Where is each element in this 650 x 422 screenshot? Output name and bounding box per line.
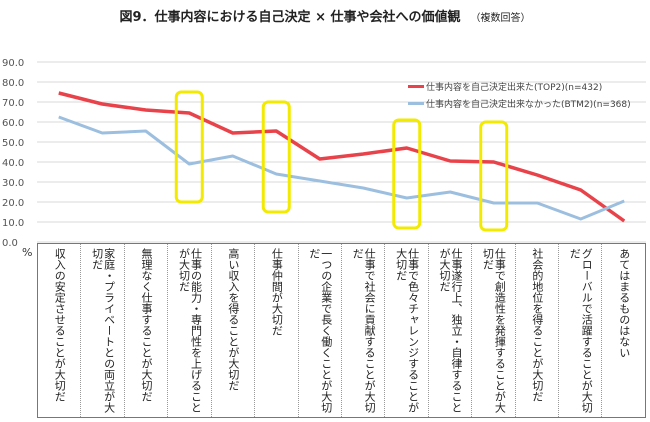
- category-cell: 仕事の能力・専門性を上げることが大切だ: [168, 244, 212, 417]
- category-label: 仕事で社会に貢献することが大切だ: [351, 248, 377, 413]
- category-cell: 無理なく仕事することが大切だ: [125, 244, 169, 417]
- category-label: 高い収入を得ることが大切だ: [226, 248, 240, 391]
- title-text: 図9．仕事内容における自己決定 × 仕事や会社への価値観: [119, 10, 461, 25]
- y-tick-label: 50.0: [2, 138, 24, 149]
- category-cell: グローバルで活躍することが大切だ: [559, 244, 603, 417]
- category-label: 仕事の能力・専門性を上げることが大切だ: [177, 248, 203, 413]
- y-tick-label: 30.0: [2, 178, 24, 189]
- legend-label: 仕事内容を自己決定出来なかった(BTM2)(n=368): [426, 100, 631, 110]
- y-tick-label: 80.0: [2, 78, 24, 89]
- category-label: グローバルで活躍することが大切だ: [568, 248, 594, 413]
- category-cell: 高い収入を得ることが大切だ: [212, 244, 256, 417]
- category-label: 仕事で創造性を発揮することが大切だ: [481, 248, 507, 413]
- unit-label: %: [22, 246, 33, 259]
- chart-title: 図9．仕事内容における自己決定 × 仕事や会社への価値観 （複数回答）: [0, 6, 650, 25]
- y-tick-label: 40.0: [2, 158, 24, 169]
- category-label: あてはまるものはない: [617, 248, 631, 358]
- category-label: 収入の安定させることが大切だ: [53, 248, 67, 402]
- category-cell: 仕事で色々チャレンジすることが大切だ: [385, 244, 429, 417]
- category-label: 一つの企業で長く働くことが大切だ: [307, 248, 333, 413]
- category-label: 仕事で色々チャレンジすることが大切だ: [394, 248, 420, 413]
- y-tick-label: 90.0: [2, 58, 24, 69]
- category-label: 仕事遂行上、独立・自律することが大切だ: [438, 248, 463, 413]
- y-tick-label: 20.0: [2, 198, 24, 209]
- category-cell: 一つの企業で長く働くことが大切だ: [299, 244, 342, 417]
- category-cell: 仕事遂行上、独立・自律することが大切だ: [429, 244, 473, 417]
- highlight-box: [479, 120, 509, 232]
- highlight-box: [174, 90, 204, 204]
- highlight-box: [392, 118, 422, 230]
- category-cell: 社会的地位を得ることが大切だ: [516, 244, 560, 417]
- legend-item-btm2: 仕事内容を自己決定出来なかった(BTM2)(n=368): [408, 97, 631, 110]
- series-line-1: [58, 115, 625, 221]
- category-label: 仕事仲間が大切だ: [270, 248, 284, 336]
- category-table: 収入の安定させることが大切だ 家庭・プライベートとの両立が大切だ 無理なく仕事するこ…: [37, 243, 646, 418]
- category-label: 社会的地位を得ることが大切だ: [530, 248, 544, 402]
- y-tick-label: 10.0: [2, 218, 24, 229]
- category-cell: 仕事仲間が大切だ: [255, 244, 299, 417]
- subtitle-text: （複数回答）: [470, 13, 531, 24]
- legend-label: 仕事内容を自己決定出来た(TOP2)(n=432): [426, 83, 603, 93]
- legend-swatch: [408, 102, 424, 105]
- legend-item-top2: 仕事内容を自己決定出来た(TOP2)(n=432): [408, 80, 602, 93]
- y-tick-label: 60.0: [2, 118, 24, 129]
- highlight-box: [261, 100, 291, 214]
- category-label: 家庭・プライベートとの両立が大切だ: [90, 248, 116, 413]
- legend-swatch: [408, 85, 424, 88]
- category-label: 無理なく仕事することが大切だ: [140, 248, 154, 402]
- category-cell: 仕事で社会に貢献することが大切だ: [342, 244, 386, 417]
- category-cell: 仕事で創造性を発揮することが大切だ: [472, 244, 516, 417]
- category-cell: 収入の安定させることが大切だ: [38, 244, 82, 417]
- category-cell: あてはまるものはない: [602, 244, 644, 417]
- category-cell: 家庭・プライベートとの両立が大切だ: [81, 244, 125, 417]
- y-tick-label: 70.0: [2, 98, 24, 109]
- y-tick-label: 0.0: [2, 238, 18, 249]
- series-line-0: [58, 91, 626, 223]
